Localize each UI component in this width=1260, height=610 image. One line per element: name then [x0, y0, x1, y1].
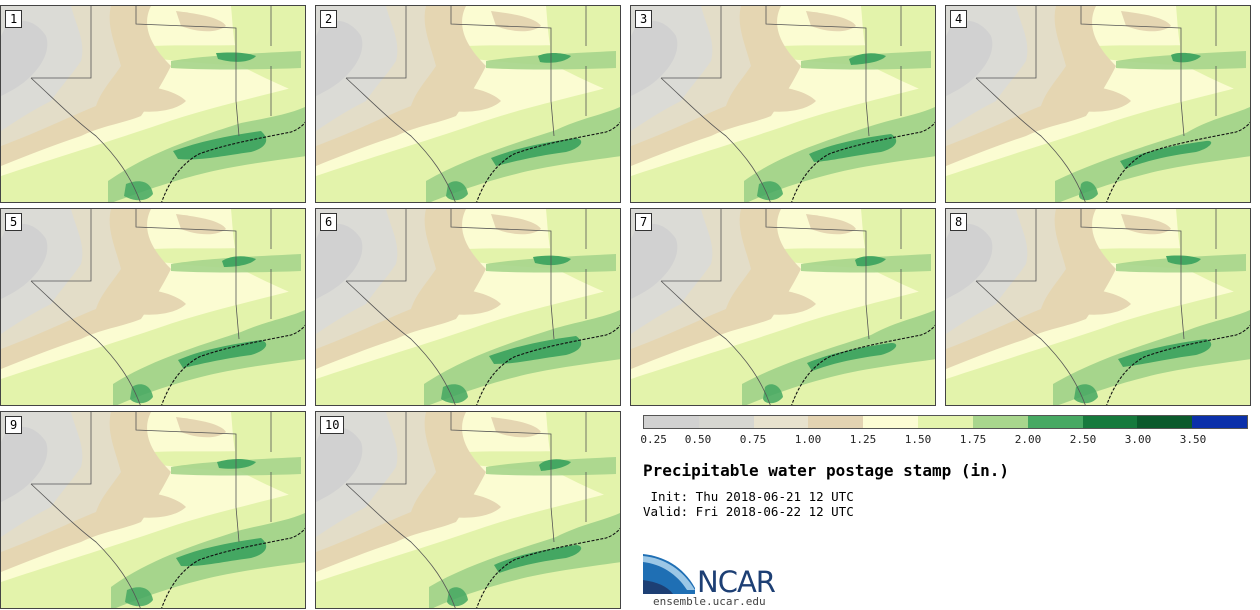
colorbar-segment [753, 416, 809, 428]
member-number: 9 [5, 416, 23, 434]
member-number: 8 [950, 213, 968, 231]
map-panel: 8 [945, 208, 1251, 406]
colorbar-label: 3.50 [1179, 433, 1207, 446]
map-panel: 4 [945, 5, 1251, 203]
member-number: 6 [320, 213, 338, 231]
colorbar-segment [1137, 416, 1193, 428]
map-panel: 3 [630, 5, 936, 203]
colorbar-label: 2.50 [1069, 433, 1097, 446]
colorbar-segment [1082, 416, 1138, 428]
legend-title: Precipitable water postage stamp (in.) [643, 461, 1010, 480]
colorbar-label: 1.25 [849, 433, 877, 446]
colorbar-segment [644, 416, 699, 428]
colorbar-labels: 0.25 0.50 0.75 1.00 1.25 1.50 1.75 2.00 2.50 3.00… [640, 433, 1248, 449]
colorbar-segment [808, 416, 864, 428]
colorbar-label: 0.75 [739, 433, 767, 446]
colorbar-segment [1027, 416, 1083, 428]
member-number: 3 [635, 10, 653, 28]
colorbar-segment [863, 416, 919, 428]
colorbar-label: 1.75 [959, 433, 987, 446]
map-panel: 1 [0, 5, 306, 203]
ncar-logo-icon [643, 554, 695, 594]
colorbar-label: 1.50 [904, 433, 932, 446]
map-panel: 9 [0, 411, 306, 609]
ncar-logo-text: NCAR [697, 565, 776, 599]
map-panel: 5 [0, 208, 306, 406]
colorbar [643, 415, 1248, 429]
member-number: 5 [5, 213, 23, 231]
map-panel: 10 [315, 411, 621, 609]
colorbar-segment [698, 416, 754, 428]
colorbar-label: 1.00 [794, 433, 822, 446]
colorbar-label: 2.00 [1014, 433, 1042, 446]
colorbar-segment [972, 416, 1028, 428]
map-panel: 6 [315, 208, 621, 406]
site-url: ensemble.ucar.edu [653, 595, 766, 608]
init-time: Init: Thu 2018-06-21 12 UTC [643, 489, 854, 504]
colorbar-segment [918, 416, 973, 428]
valid-time: Valid: Fri 2018-06-22 12 UTC [643, 504, 854, 519]
member-number: 1 [5, 10, 23, 28]
member-number: 10 [320, 416, 345, 434]
colorbar-label: 0.25 [640, 433, 667, 446]
member-number: 4 [950, 10, 968, 28]
colorbar-segment [1192, 416, 1247, 428]
colorbar-label: 3.00 [1124, 433, 1152, 446]
member-number: 2 [320, 10, 338, 28]
colorbar-label: 0.50 [684, 433, 712, 446]
member-number: 7 [635, 213, 653, 231]
map-panel: 7 [630, 208, 936, 406]
map-panel: 2 [315, 5, 621, 203]
